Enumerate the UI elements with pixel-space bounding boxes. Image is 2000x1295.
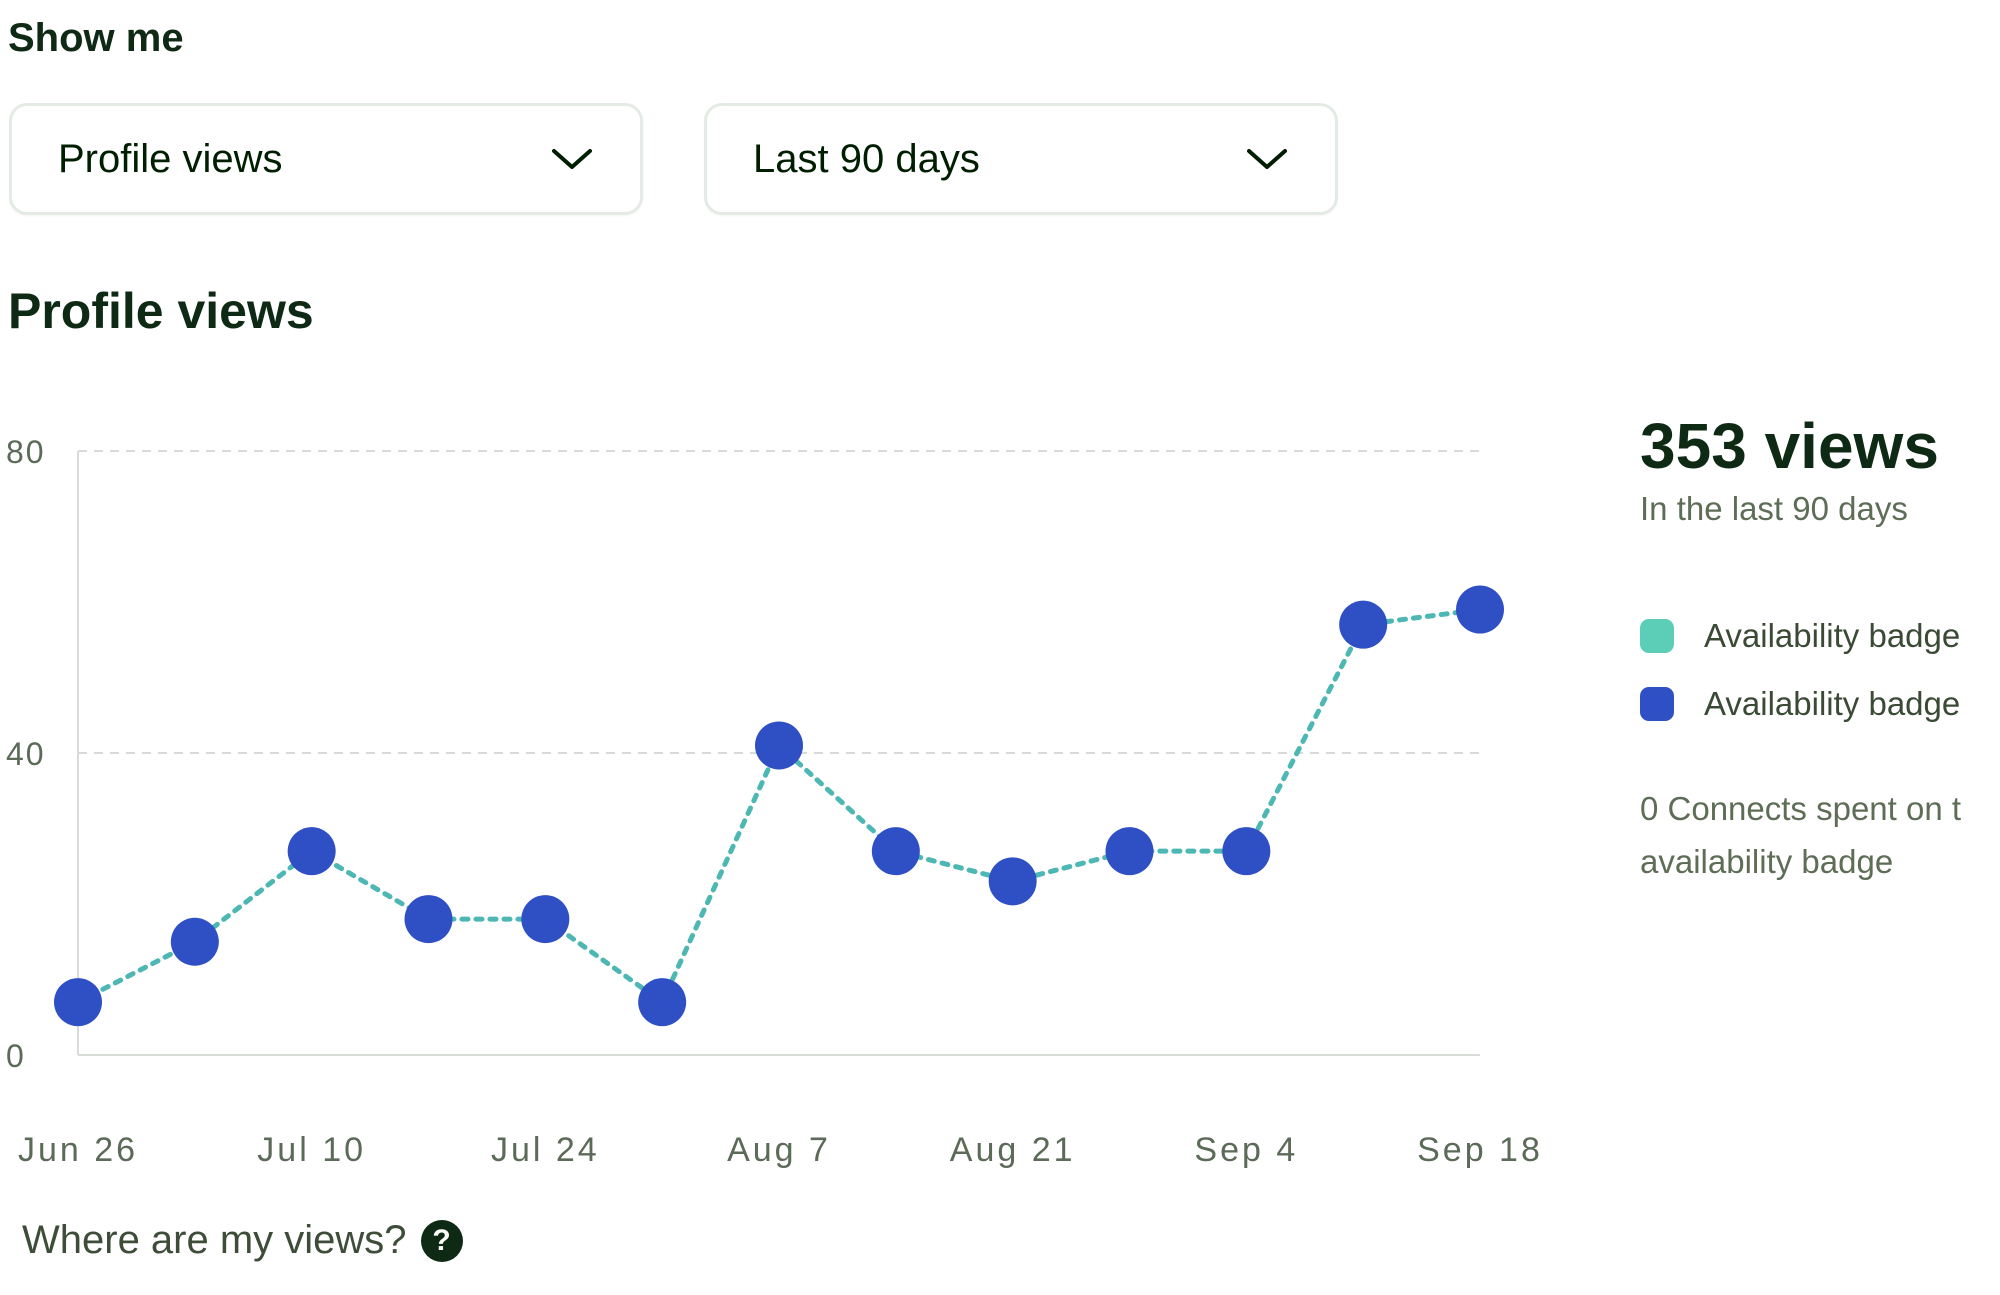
section-title: Profile views [8, 283, 314, 339]
metric-dropdown[interactable]: Profile views [9, 103, 643, 215]
profile-views-chart: 0 40 80 Jun 26 Jul 10 Jul 24 Aug 7 Aug 21 Sep 4 S… [6, 434, 1543, 1169]
data-point [404, 895, 453, 944]
y-tick-label: 0 [6, 1038, 26, 1074]
views-summary: 353 views In the last 90 days [1640, 408, 2000, 528]
data-point [170, 917, 219, 966]
legend-label: Availability badge [1704, 617, 1961, 654]
x-tick-label: Jul 10 [257, 1131, 366, 1169]
connects-info: 0 Connects spent on t availability badge [1640, 782, 2000, 888]
data-point [638, 978, 687, 1027]
x-tick-label: Jul 24 [491, 1131, 600, 1169]
show-me-label: Show me [8, 16, 184, 60]
connects-line: 0 Connects spent on t [1640, 790, 1962, 827]
data-point [287, 827, 336, 876]
x-tick-label: Aug 21 [950, 1131, 1076, 1169]
data-point [871, 827, 920, 876]
legend-item: Availability badge [1640, 670, 2000, 738]
x-tick-label: Sep 18 [1417, 1131, 1543, 1169]
total-views: 353 views [1640, 410, 1939, 482]
data-point [755, 721, 803, 770]
y-tick-label: 40 [6, 736, 46, 772]
series-line [75, 607, 1483, 1005]
y-tick-label: 80 [6, 434, 46, 470]
views-period: In the last 90 days [1640, 490, 1908, 527]
data-point [1222, 827, 1271, 876]
chevron-down-icon [548, 144, 596, 174]
help-link-text: Where are my views? [22, 1218, 407, 1262]
data-point [1339, 600, 1388, 649]
where-are-my-views-link[interactable]: Where are my views? ? [22, 1218, 463, 1263]
x-tick-label: Jun 26 [18, 1131, 138, 1169]
data-point [521, 895, 570, 944]
question-circle-icon[interactable]: ? [420, 1219, 463, 1262]
legend-label: Availability badge [1704, 685, 1961, 722]
data-point [1456, 585, 1504, 634]
x-tick-label: Sep 4 [1194, 1131, 1298, 1169]
x-tick-label: Aug 7 [727, 1131, 831, 1169]
data-point [1105, 827, 1154, 876]
date-range-dropdown-value: Last 90 days [753, 136, 980, 181]
chart-legend: Availability badge Availability badge [1640, 602, 2000, 738]
metric-dropdown-value: Profile views [58, 136, 283, 181]
legend-swatch [1640, 619, 1674, 653]
date-range-dropdown[interactable]: Last 90 days [704, 103, 1338, 215]
legend-swatch [1640, 687, 1674, 721]
legend-item: Availability badge [1640, 602, 2000, 670]
data-point [988, 857, 1037, 906]
connects-line: availability badge [1640, 843, 1894, 880]
chevron-down-icon [1243, 144, 1291, 174]
data-point [54, 978, 102, 1027]
